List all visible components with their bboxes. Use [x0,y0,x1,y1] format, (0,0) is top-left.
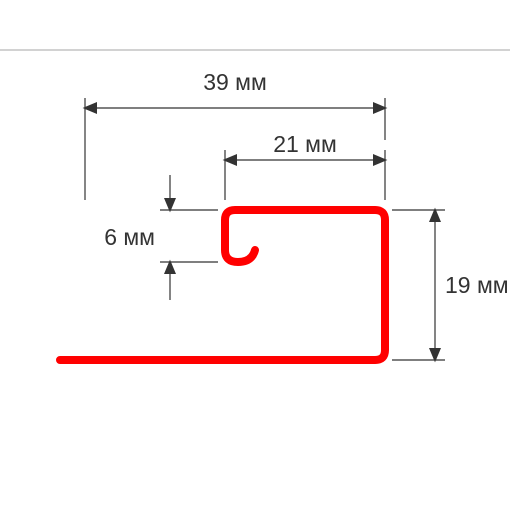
drawing-svg: 39 мм 21 мм 6 мм 19 мм [0,0,510,510]
dim-6-label: 6 мм [104,224,155,250]
dim-19-label: 19 мм [445,272,509,298]
dim-39-label: 39 мм [203,69,267,95]
dim-21-label: 21 мм [273,131,337,157]
drawing-canvas: 39 мм 21 мм 6 мм 19 мм [0,0,510,510]
